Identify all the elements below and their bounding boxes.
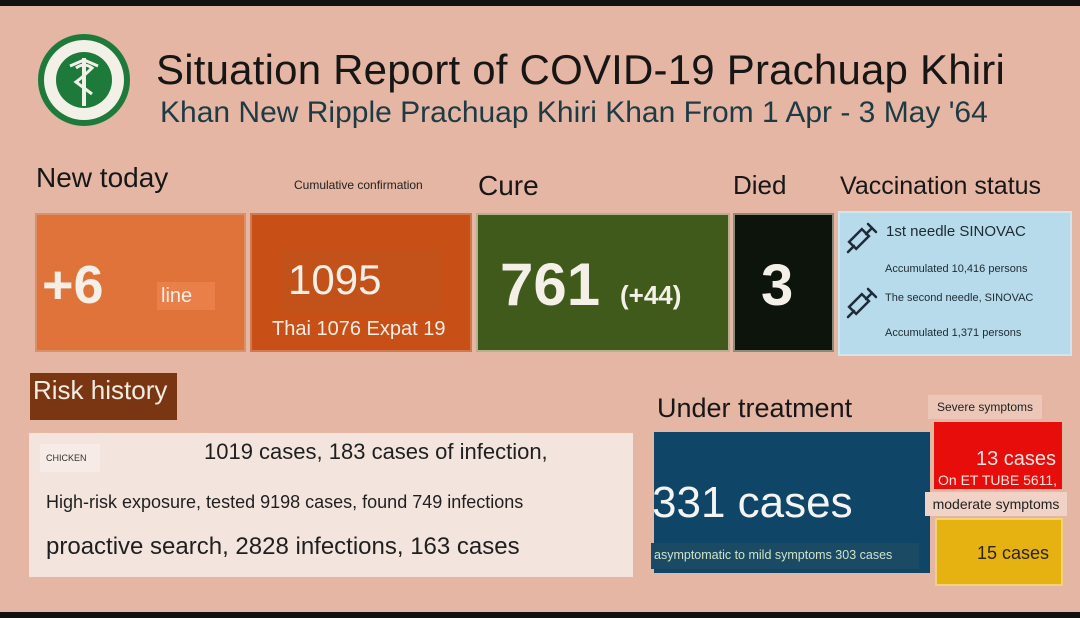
label-moderate-symptoms: moderate symptoms — [925, 492, 1067, 516]
vaccination-card — [838, 211, 1072, 356]
cumulative-breakdown: Thai 1076 Expat 19 — [272, 318, 446, 340]
bottom-border — [0, 612, 1080, 618]
cure-card — [476, 213, 730, 352]
under-treatment-mild: asymptomatic to mild symptoms 303 cases — [651, 543, 919, 569]
ministry-logo — [34, 30, 134, 140]
label-vaccination: Vaccination status — [840, 172, 1042, 200]
new-today-unit: line — [157, 282, 215, 310]
label-new-today: New today — [36, 162, 169, 193]
vaccine-second-dose: The second needle, SINOVAC — [885, 292, 1034, 304]
risk-chicken-label: CHICKEN — [40, 444, 100, 472]
label-severe-symptoms: Severe symptoms — [928, 395, 1042, 419]
severe-note: On ET TUBE 5611, — [938, 472, 1058, 488]
top-border — [0, 0, 1080, 6]
label-died: Died — [733, 170, 787, 200]
syringe-icon — [844, 220, 880, 261]
risk-history-label: Risk history — [30, 373, 177, 420]
new-today-value: +6 — [42, 255, 104, 315]
cure-value: 761 — [500, 251, 601, 318]
moderate-count: 15 cases — [977, 543, 1050, 563]
report-subtitle: Khan New Ripple Prachuap Khiri Khan From… — [160, 96, 988, 129]
label-under-treatment: Under treatment — [657, 393, 853, 423]
died-card — [733, 213, 834, 352]
moderate-card — [935, 518, 1063, 586]
report-title: Situation Report of COVID-19 Prachuap Kh… — [156, 46, 1006, 93]
label-cure: Cure — [478, 170, 539, 201]
risk-line-2: High-risk exposure, tested 9198 cases, f… — [46, 492, 524, 512]
cumulative-value: 1095 — [288, 256, 382, 303]
risk-line-1: 1019 cases, 183 cases of infection, — [204, 439, 548, 464]
cure-delta: (+44) — [620, 280, 682, 310]
risk-history-panel — [29, 433, 633, 577]
vaccine-second-accumulated: Accumulated 1,371 persons — [885, 327, 1022, 339]
vaccine-first-accumulated: Accumulated 10,416 persons — [885, 263, 1028, 275]
severe-card — [934, 422, 1062, 489]
died-value: 3 — [761, 253, 794, 318]
syringe-icon — [844, 285, 880, 326]
under-treatment-total: 331 cases — [652, 478, 853, 527]
risk-line-3: proactive search, 2828 infections, 163 c… — [46, 533, 520, 560]
label-cumulative: Cumulative confirmation — [294, 178, 423, 192]
severe-count: 13 cases — [976, 448, 1057, 470]
vaccine-first-dose: 1st needle SINOVAC — [886, 223, 1026, 240]
cumulative-inner — [282, 250, 442, 314]
